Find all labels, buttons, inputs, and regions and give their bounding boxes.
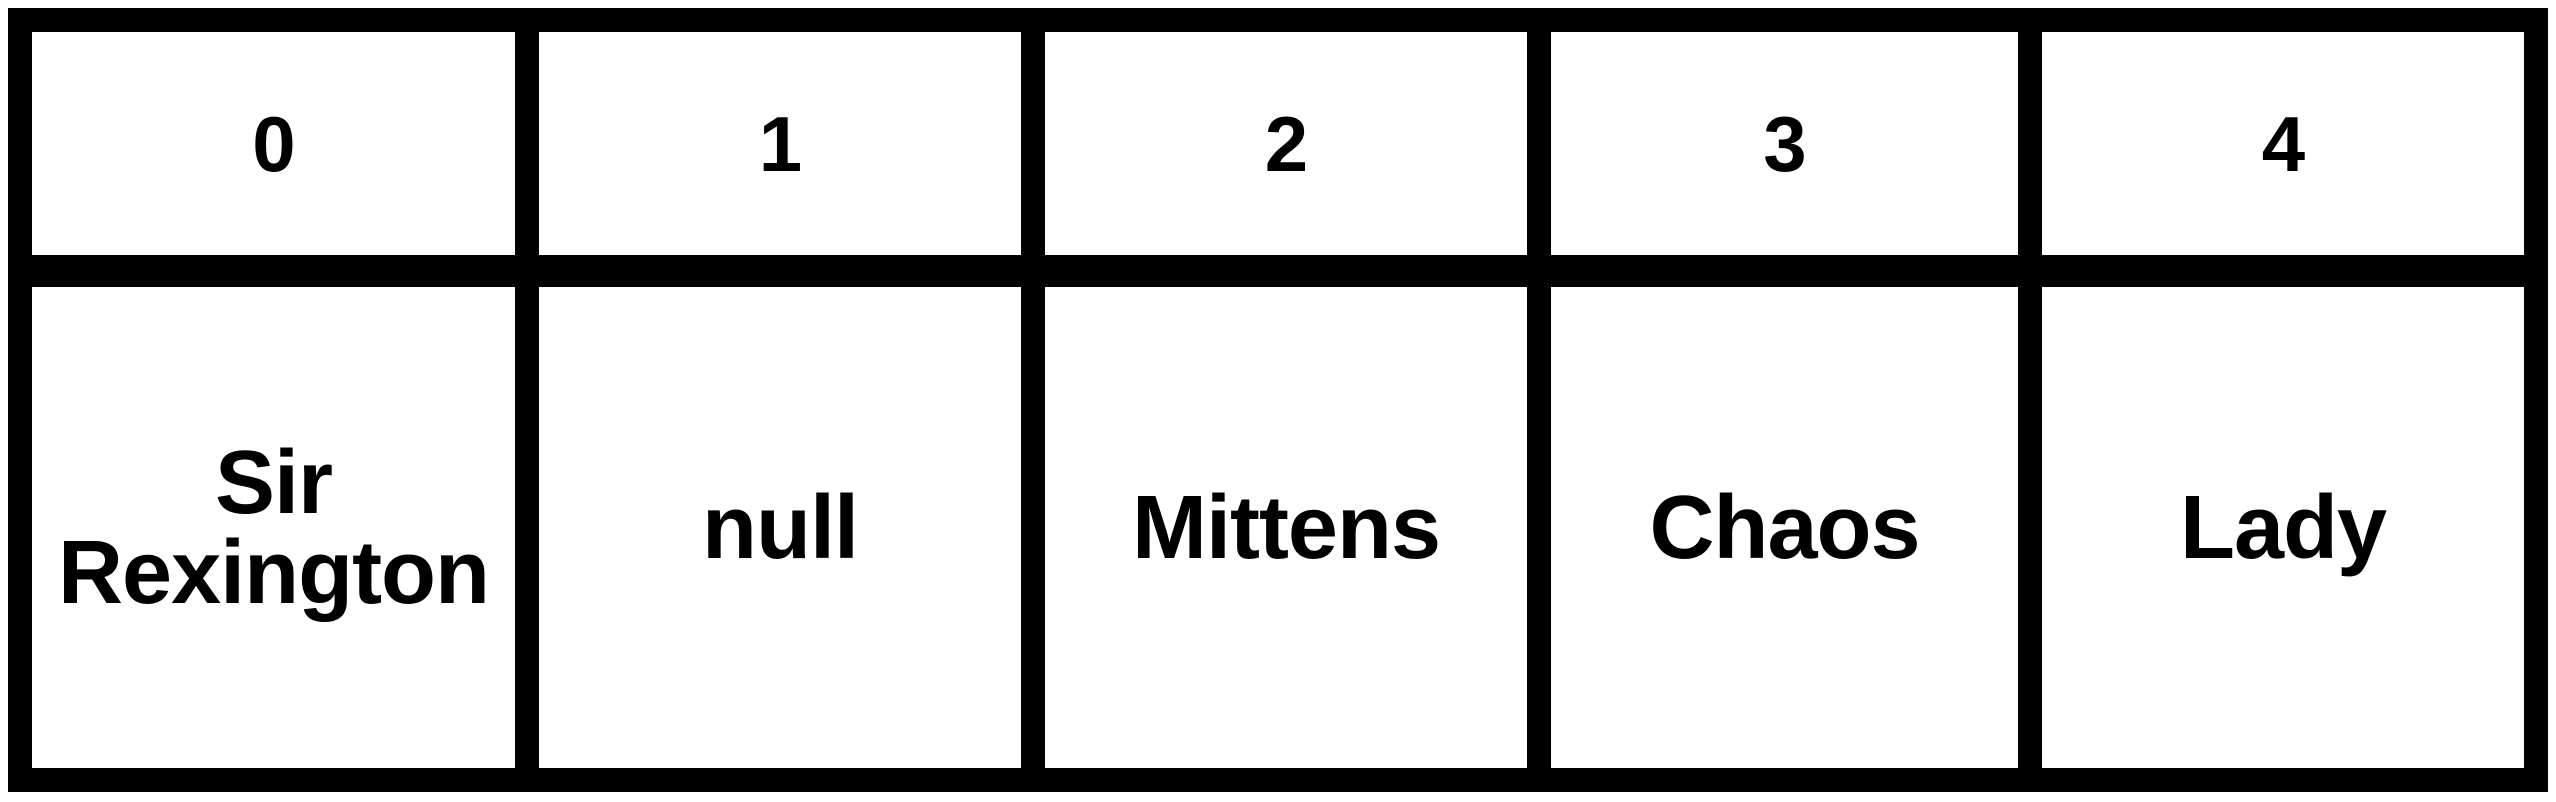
value-cell-1: null	[702, 477, 859, 578]
index-cell-4: 4	[2261, 99, 2305, 188]
index-cell-3: 3	[1763, 99, 1806, 188]
divider-3	[1527, 8, 1551, 792]
value-cell-0: Sir Rexington	[58, 432, 490, 623]
divider-4	[2018, 8, 2042, 792]
index-cell-2: 2	[1264, 99, 1308, 188]
divider-1	[515, 8, 539, 792]
top-border	[8, 8, 2548, 32]
bottom-border	[8, 768, 2548, 792]
right-border	[2524, 8, 2548, 792]
left-border	[8, 8, 32, 792]
value-cell-4: Lady	[2179, 477, 2387, 578]
value-cell-2: Mittens	[1132, 477, 1441, 578]
index-cell-0: 0	[252, 99, 295, 188]
index-cell-1: 1	[758, 99, 802, 188]
value-cell-3: Chaos	[1649, 477, 1920, 578]
middle-border	[8, 255, 2548, 287]
divider-2	[1021, 8, 1045, 792]
